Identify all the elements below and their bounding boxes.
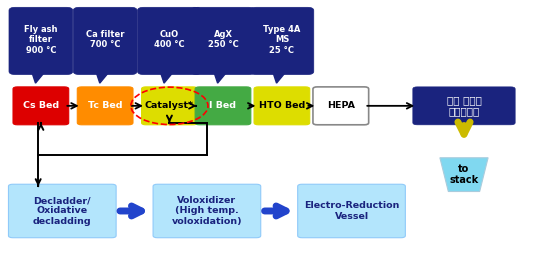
FancyBboxPatch shape: [9, 7, 72, 75]
Text: Catalyst*: Catalyst*: [145, 101, 194, 110]
FancyBboxPatch shape: [413, 87, 515, 125]
FancyBboxPatch shape: [191, 7, 255, 75]
Text: Voloxidizer
(High temp.
voloxidation): Voloxidizer (High temp. voloxidation): [172, 196, 242, 226]
Text: Ca filter
700 °C: Ca filter 700 °C: [86, 30, 125, 49]
Text: HTO Bed: HTO Bed: [259, 101, 305, 110]
Polygon shape: [160, 70, 175, 83]
FancyBboxPatch shape: [142, 87, 197, 125]
Text: AgX
250 °C: AgX 250 °C: [208, 30, 238, 49]
FancyBboxPatch shape: [137, 7, 201, 75]
Polygon shape: [31, 70, 46, 83]
Polygon shape: [213, 70, 228, 83]
FancyBboxPatch shape: [313, 87, 369, 125]
FancyBboxPatch shape: [250, 7, 314, 75]
Polygon shape: [440, 158, 488, 192]
Text: I Bed: I Bed: [209, 101, 236, 110]
Text: Electro-Reduction
Vessel: Electro-Reduction Vessel: [304, 201, 399, 221]
FancyBboxPatch shape: [73, 7, 137, 75]
Text: Fly ash
filter
900 °C: Fly ash filter 900 °C: [24, 25, 57, 55]
Text: Tc Bed: Tc Bed: [88, 101, 122, 110]
Text: Cs Bed: Cs Bed: [23, 101, 59, 110]
Text: to
stack: to stack: [449, 164, 478, 185]
Text: CuO
400 °C: CuO 400 °C: [154, 30, 185, 49]
FancyBboxPatch shape: [153, 184, 261, 238]
FancyBboxPatch shape: [9, 184, 116, 238]
FancyBboxPatch shape: [297, 184, 405, 238]
Text: Type 4A
MS
25 °C: Type 4A MS 25 °C: [263, 25, 301, 55]
Text: HEPA: HEPA: [327, 101, 355, 110]
FancyBboxPatch shape: [195, 87, 251, 125]
Text: 시설 배기체
처리시스템: 시설 배기체 처리시스템: [447, 95, 482, 117]
FancyBboxPatch shape: [13, 87, 69, 125]
Polygon shape: [272, 70, 287, 83]
Text: Decladder/
Oxidative
decladding: Decladder/ Oxidative decladding: [33, 196, 92, 226]
FancyBboxPatch shape: [77, 87, 133, 125]
Polygon shape: [96, 70, 111, 83]
FancyBboxPatch shape: [254, 87, 310, 125]
